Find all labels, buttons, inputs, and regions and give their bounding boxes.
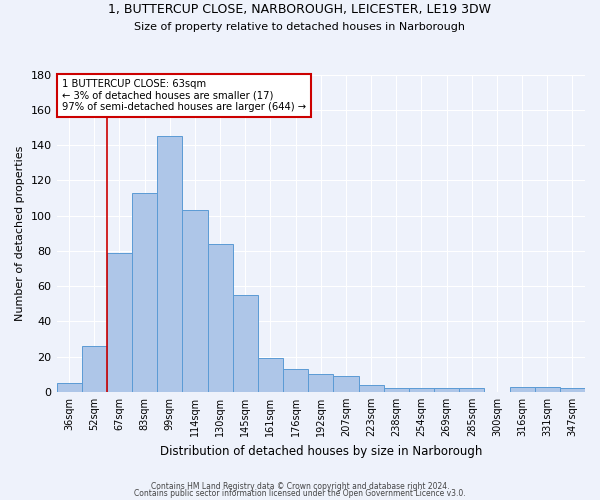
Text: 1 BUTTERCUP CLOSE: 63sqm
← 3% of detached houses are smaller (17)
97% of semi-de: 1 BUTTERCUP CLOSE: 63sqm ← 3% of detache… [62, 80, 306, 112]
Bar [258, 358, 283, 392]
Bar [409, 388, 434, 392]
Bar [308, 374, 334, 392]
Bar [334, 376, 359, 392]
Y-axis label: Number of detached properties: Number of detached properties [15, 146, 25, 321]
Bar [560, 388, 585, 392]
Bar [56, 383, 82, 392]
Bar [383, 388, 409, 392]
Bar [157, 136, 182, 392]
Bar [182, 210, 208, 392]
Bar [359, 385, 383, 392]
Bar [107, 252, 132, 392]
Bar [208, 244, 233, 392]
Bar [82, 346, 107, 392]
Bar [509, 386, 535, 392]
Bar [283, 369, 308, 392]
Bar [233, 295, 258, 392]
Text: Size of property relative to detached houses in Narborough: Size of property relative to detached ho… [134, 22, 466, 32]
Text: 1, BUTTERCUP CLOSE, NARBOROUGH, LEICESTER, LE19 3DW: 1, BUTTERCUP CLOSE, NARBOROUGH, LEICESTE… [109, 2, 491, 16]
Text: Contains HM Land Registry data © Crown copyright and database right 2024.: Contains HM Land Registry data © Crown c… [151, 482, 449, 491]
Text: Contains public sector information licensed under the Open Government Licence v3: Contains public sector information licen… [134, 489, 466, 498]
Bar [132, 192, 157, 392]
Bar [535, 386, 560, 392]
Bar [459, 388, 484, 392]
Bar [434, 388, 459, 392]
X-axis label: Distribution of detached houses by size in Narborough: Distribution of detached houses by size … [160, 444, 482, 458]
